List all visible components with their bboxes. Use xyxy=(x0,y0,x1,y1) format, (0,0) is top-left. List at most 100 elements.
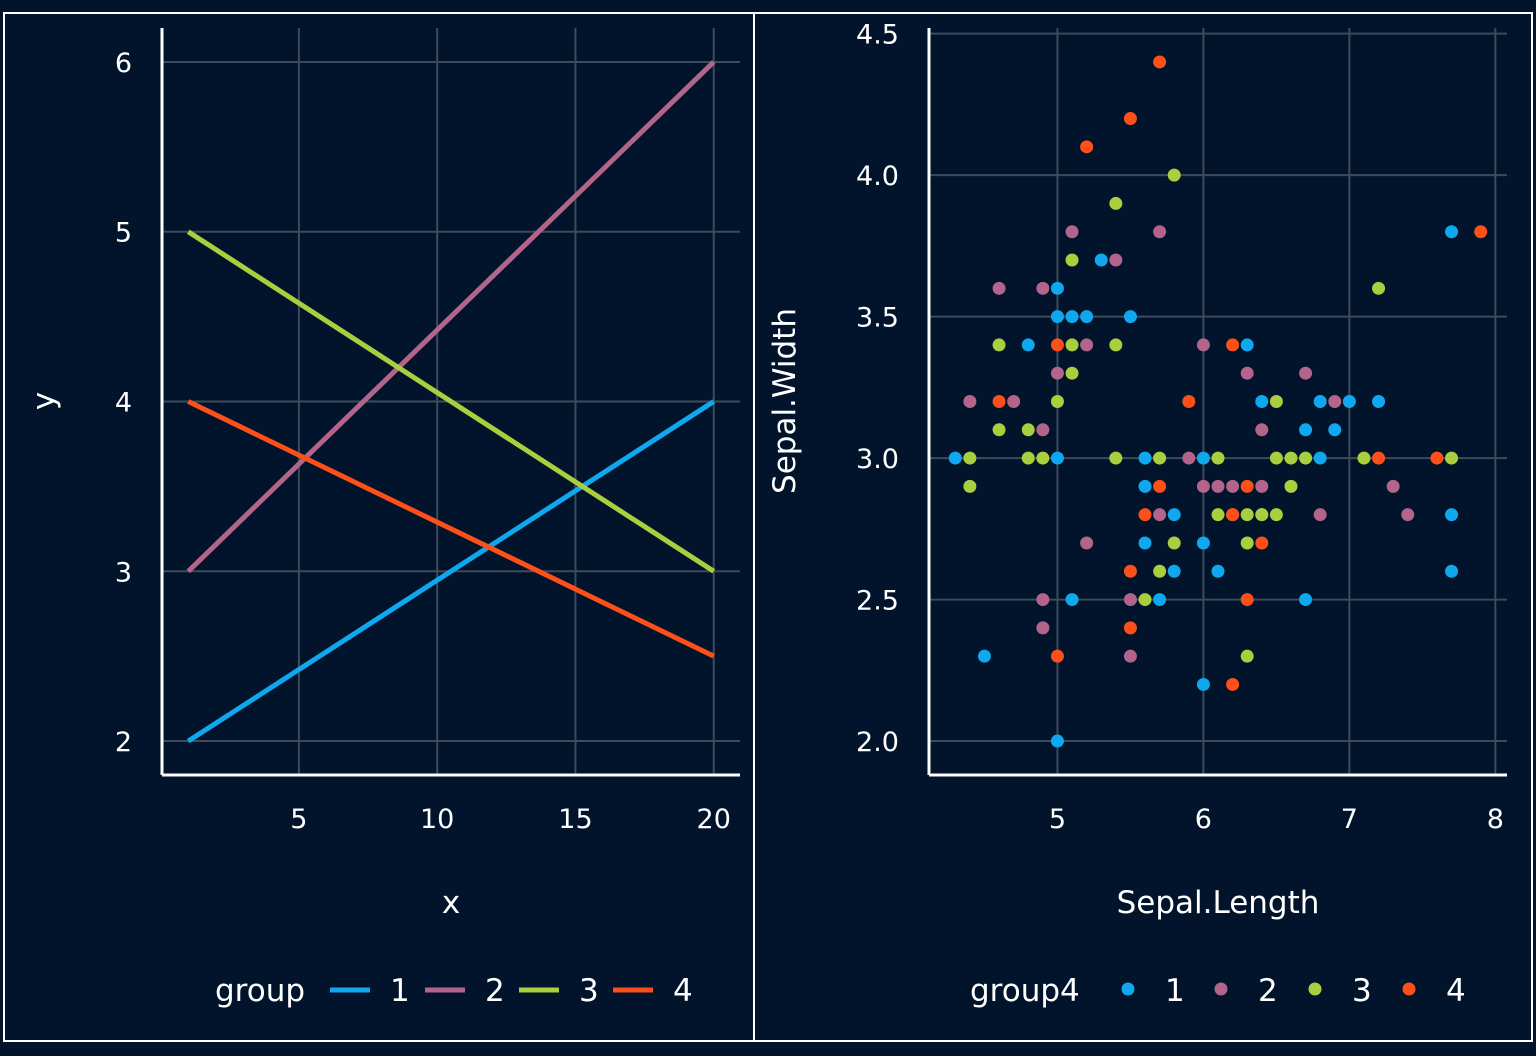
scatter-point-group-1 xyxy=(1138,479,1152,493)
scatter-point-group-2 xyxy=(1328,395,1342,408)
scatter-point-group-2 xyxy=(1123,593,1137,607)
scatter-point-group-3 xyxy=(1138,593,1152,607)
scatter-chart-legend: group4 1 2 3 4 xyxy=(970,973,1466,1009)
scatter-point-group-3 xyxy=(963,451,977,465)
scatter-point-group-4 xyxy=(1255,536,1269,550)
scatter-point-group-3 xyxy=(1109,451,1123,465)
scatter-point-group-4 xyxy=(1050,338,1064,352)
scatter-point-group-4 xyxy=(1153,55,1167,69)
scatter-point-group-2 xyxy=(1313,508,1327,522)
scatter-point-group-4 xyxy=(1372,451,1386,465)
scatter-chart-x-tick-labels: 5 6 7 8 xyxy=(1049,804,1504,835)
scatter-point-group-2 xyxy=(1196,479,1210,493)
line-chart-y-tick-label: 3 xyxy=(115,557,132,588)
line-chart-x-axis-title: x xyxy=(442,885,460,921)
scatter-point-group-1 xyxy=(1299,423,1313,437)
scatter-chart-y-tick-label: 3.0 xyxy=(856,444,899,475)
scatter-point-group-2 xyxy=(1007,395,1021,408)
scatter-chart-x-tick-label: 8 xyxy=(1487,804,1504,835)
scatter-point-group-2 xyxy=(1123,649,1137,663)
scatter-point-group-1 xyxy=(1080,310,1094,324)
scatter-chart-points xyxy=(948,55,1488,748)
line-chart-y-tick-label: 6 xyxy=(115,48,132,79)
scatter-point-group-4 xyxy=(1153,479,1167,493)
line-series-4 xyxy=(187,399,715,659)
scatter-chart-legend-key-1 xyxy=(1121,982,1135,996)
line-chart-y-tick-label: 2 xyxy=(115,727,132,758)
scatter-point-group-3 xyxy=(1153,564,1167,578)
scatter-point-group-4 xyxy=(1123,564,1137,578)
scatter-point-group-1 xyxy=(1050,734,1064,748)
scatter-point-group-3 xyxy=(1050,395,1064,408)
scatter-point-group-2 xyxy=(1299,366,1313,380)
scatter-chart-legend-label-2: 2 xyxy=(1258,973,1278,1009)
scatter-point-group-4 xyxy=(1080,140,1094,154)
scatter-point-group-1 xyxy=(1196,677,1210,691)
scatter-point-group-2 xyxy=(1153,225,1167,239)
scatter-point-group-2 xyxy=(1255,423,1269,437)
scatter-point-group-3 xyxy=(1240,536,1254,550)
scatter-point-group-4 xyxy=(1182,395,1196,408)
scatter-point-group-2 xyxy=(1196,338,1210,352)
line-chart-x-tick-label: 15 xyxy=(558,804,592,835)
scatter-point-group-3 xyxy=(1211,451,1225,465)
scatter-point-group-1 xyxy=(1445,225,1459,239)
scatter-point-group-1 xyxy=(1094,253,1108,267)
scatter-chart-y-tick-label: 3.5 xyxy=(856,303,899,334)
scatter-point-group-2 xyxy=(1211,479,1225,493)
scatter-point-group-3 xyxy=(1021,423,1035,437)
scatter-point-group-1 xyxy=(1445,508,1459,522)
line-series-1 xyxy=(186,399,716,744)
scatter-point-group-3 xyxy=(1065,366,1079,380)
line-chart-panel: 5 10 15 20 2 3 4 5 6 x y group 1 2 3 4 xyxy=(26,28,740,1009)
scatter-point-group-3 xyxy=(1167,168,1181,182)
scatter-point-group-3 xyxy=(1240,649,1254,663)
scatter-point-group-3 xyxy=(1299,451,1313,465)
line-chart-y-axis-title: y xyxy=(26,392,62,410)
scatter-chart-x-tick-label: 6 xyxy=(1195,804,1212,835)
scatter-point-group-3 xyxy=(1065,253,1079,267)
scatter-point-group-2 xyxy=(1153,508,1167,522)
scatter-point-group-4 xyxy=(1226,338,1240,352)
scatter-point-group-1 xyxy=(1050,451,1064,465)
line-chart-legend-label-4: 4 xyxy=(673,973,693,1009)
line-chart-x-tick-labels: 5 10 15 20 xyxy=(290,804,731,835)
scatter-point-group-4 xyxy=(992,395,1006,408)
scatter-point-group-3 xyxy=(1269,508,1283,522)
scatter-point-group-3 xyxy=(1109,196,1123,210)
line-chart-y-tick-label: 5 xyxy=(115,218,132,249)
scatter-point-group-3 xyxy=(1021,451,1035,465)
scatter-point-group-3 xyxy=(1284,479,1298,493)
scatter-point-group-1 xyxy=(1372,395,1386,408)
scatter-point-group-1 xyxy=(1138,451,1152,465)
scatter-point-group-1 xyxy=(977,649,991,663)
scatter-point-group-1 xyxy=(1196,536,1210,550)
scatter-point-group-1 xyxy=(1211,564,1225,578)
scatter-chart-legend-label-4: 4 xyxy=(1446,973,1466,1009)
scatter-point-group-4 xyxy=(1474,225,1488,239)
scatter-point-group-2 xyxy=(1050,366,1064,380)
line-chart-x-tick-label: 20 xyxy=(697,804,731,835)
scatter-point-group-2 xyxy=(1401,508,1415,522)
scatter-point-group-3 xyxy=(1269,451,1283,465)
scatter-point-group-3 xyxy=(992,423,1006,437)
scatter-point-group-4 xyxy=(1138,508,1152,522)
scatter-point-group-2 xyxy=(1182,451,1196,465)
scatter-point-group-1 xyxy=(1153,593,1167,607)
scatter-point-group-1 xyxy=(1196,451,1210,465)
scatter-point-group-3 xyxy=(1036,451,1050,465)
scatter-point-group-4 xyxy=(1123,621,1137,635)
scatter-point-group-1 xyxy=(1167,564,1181,578)
scatter-point-group-1 xyxy=(1313,395,1327,408)
scatter-point-group-1 xyxy=(948,451,962,465)
scatter-point-group-3 xyxy=(1372,281,1386,295)
scatter-point-group-2 xyxy=(1080,338,1094,352)
line-series-3 xyxy=(186,229,716,574)
scatter-point-group-3 xyxy=(1211,508,1225,522)
scatter-chart-legend-key-4 xyxy=(1402,982,1416,996)
scatter-chart-x-tick-label: 7 xyxy=(1341,804,1358,835)
scatter-point-group-3 xyxy=(1240,508,1254,522)
scatter-chart-legend-label-3: 3 xyxy=(1352,973,1372,1009)
scatter-point-group-2 xyxy=(1109,253,1123,267)
